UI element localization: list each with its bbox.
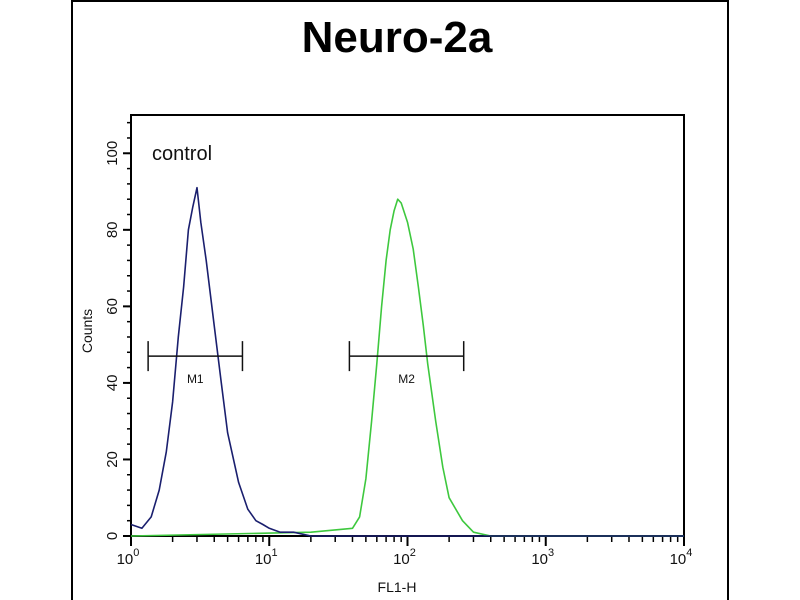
x-tick-label: 103 <box>531 547 554 568</box>
x-tick-label: 101 <box>255 547 278 568</box>
y-axis: 0 20 40 60 80 100 <box>104 121 131 540</box>
y-tick-label: 0 <box>104 532 121 540</box>
y-tick-label: 20 <box>104 451 121 468</box>
control-annotation: control <box>152 143 212 165</box>
x-tick-label: 100 <box>117 547 140 568</box>
y-tick-label: 100 <box>104 141 121 166</box>
outer-frame <box>71 0 729 600</box>
series-group <box>130 186 684 537</box>
y-tick-label: 60 <box>104 298 121 315</box>
x-tick-exponent: 3 <box>548 547 554 559</box>
x-tick-exponent: 0 <box>133 547 139 559</box>
x-tick-exponent: 4 <box>686 547 692 559</box>
histogram-series-line <box>130 186 684 537</box>
x-tick-label: 104 <box>670 547 693 568</box>
chart-title: Neuro-2a <box>302 13 493 62</box>
x-axis-label: FL1-H <box>378 579 417 595</box>
marker-label: M1 <box>187 372 204 386</box>
x-tick-label: 102 <box>393 547 416 568</box>
y-axis-label: Counts <box>79 309 95 353</box>
x-axis: 100 101 102 103 104 <box>117 536 693 568</box>
markers-group: M1 M2 <box>147 341 465 386</box>
y-tick-label: 40 <box>104 375 121 392</box>
histogram-series-line <box>130 198 684 537</box>
x-tick-exponent: 2 <box>410 547 416 559</box>
marker-label: M2 <box>398 372 415 386</box>
y-tick-label: 80 <box>104 221 121 238</box>
x-tick-exponent: 1 <box>272 547 278 559</box>
